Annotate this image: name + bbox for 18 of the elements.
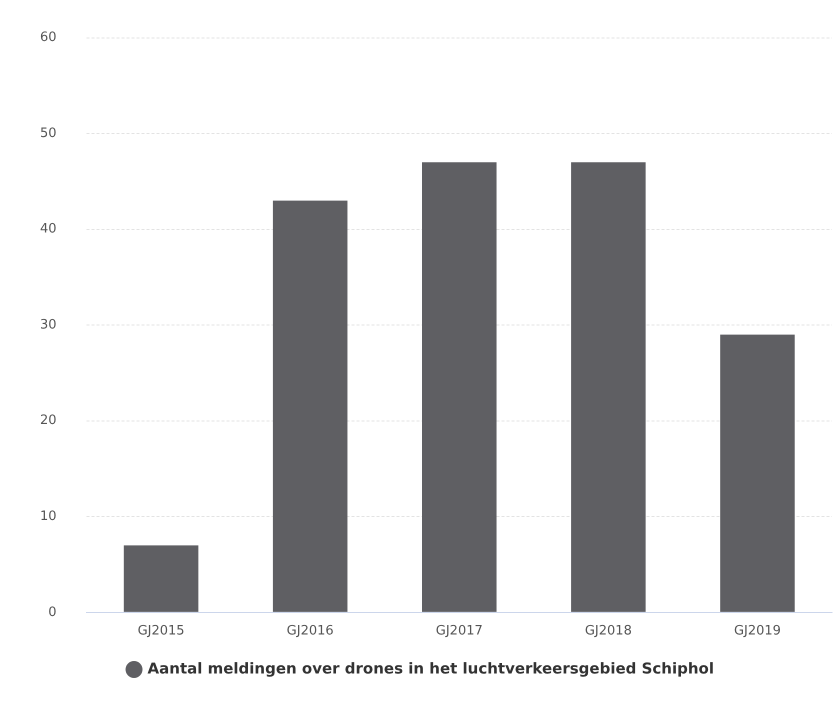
bar [422, 162, 497, 612]
y-tick-label: 40 [40, 222, 57, 237]
bar [124, 545, 198, 612]
bar [272, 200, 348, 612]
y-tick-label: 50 [40, 126, 57, 141]
bar [720, 334, 795, 612]
y-tick-label: 0 [48, 604, 57, 620]
y-tick-label: 60 [40, 30, 57, 46]
bar [571, 162, 646, 612]
x-tick-label: GJ2017 [436, 624, 483, 639]
y-tick-label: 30 [40, 317, 57, 332]
y-tick-label: 10 [40, 509, 57, 524]
x-tick-label: GJ2016 [286, 624, 334, 639]
y-tick-label: 20 [40, 413, 57, 428]
x-tick-label: GJ2018 [584, 624, 632, 639]
x-tick-label: GJ2015 [138, 624, 185, 639]
legend-label: Aantal meldingen over drones in het luchtverkeersgebied Schiphol [148, 659, 714, 678]
x-tick-label: GJ2019 [734, 624, 781, 639]
